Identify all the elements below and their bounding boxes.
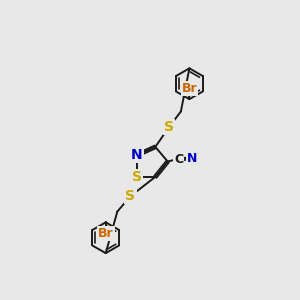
Text: S: S — [132, 170, 142, 184]
Text: Br: Br — [98, 226, 113, 240]
Text: S: S — [164, 120, 174, 134]
Text: Br: Br — [182, 82, 197, 95]
Text: C: C — [174, 153, 183, 166]
Text: N: N — [187, 152, 198, 165]
Text: N: N — [131, 148, 142, 162]
Text: S: S — [125, 189, 136, 203]
